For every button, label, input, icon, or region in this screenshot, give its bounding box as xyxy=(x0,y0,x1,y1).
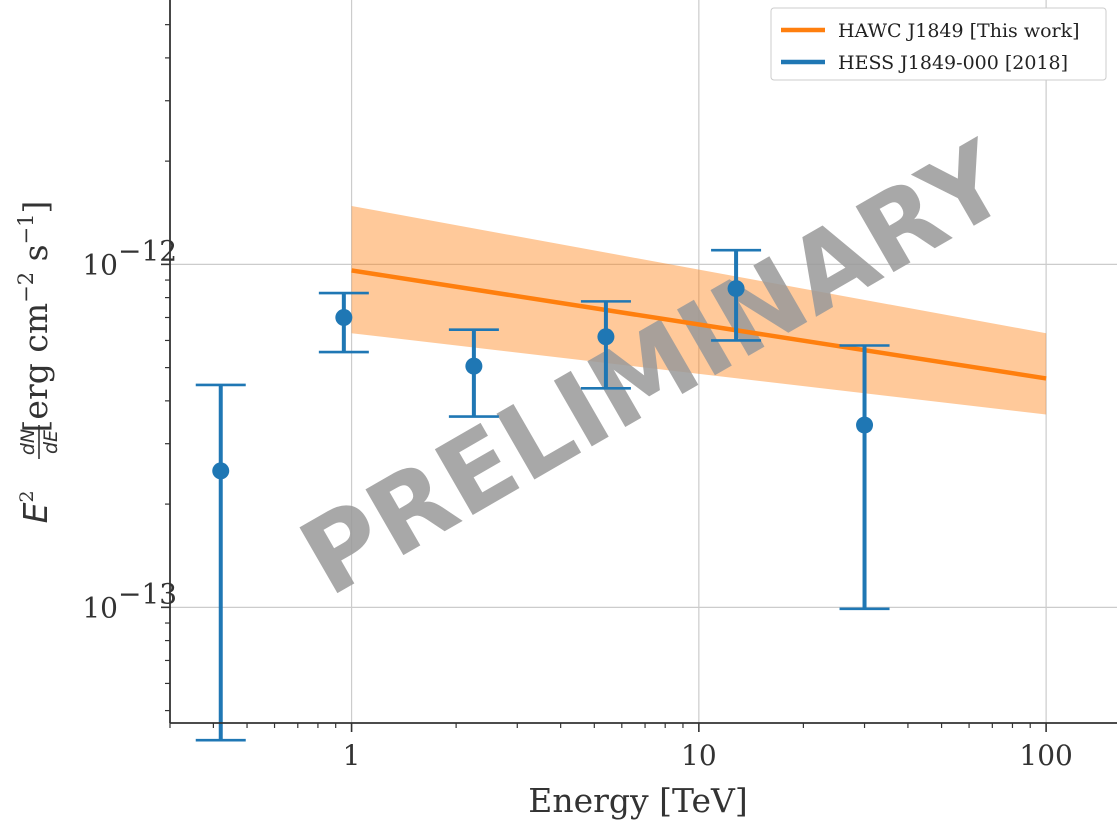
ylabel-m2: −2 xyxy=(14,272,38,303)
ylabel-dn: dN xyxy=(17,429,39,455)
legend: HAWC J1849 [This work] HESS J1849-000 [2… xyxy=(770,7,1107,81)
x-tick-label: 100 xyxy=(1019,739,1072,772)
x-tick-label: 10 xyxy=(681,739,717,772)
ylabel-s: s xyxy=(16,244,55,271)
ylabel-sq: 2 xyxy=(16,490,38,502)
legend-box xyxy=(770,7,1107,81)
hawc-confidence-band xyxy=(351,205,1047,415)
hawc-fit-segment xyxy=(351,268,1047,381)
ylabel-erg: [erg cm xyxy=(16,303,55,433)
hess-data-point xyxy=(465,357,483,375)
hawc-band-area xyxy=(351,205,1047,415)
hess-data-point xyxy=(597,328,615,346)
hess-data-point xyxy=(856,416,874,434)
hess-data-points xyxy=(195,248,890,742)
hess-data-point xyxy=(335,309,353,327)
x-tick-label: 1 xyxy=(343,739,361,772)
x-axis-title: Energy [TeV] xyxy=(528,781,747,820)
y-tick-label: 10 xyxy=(82,248,118,281)
legend-label-hess: HESS J1849-000 [2018] xyxy=(838,52,1068,74)
hess-data-point xyxy=(727,280,745,298)
axes xyxy=(169,0,1117,724)
y-axis-title-text: E2 [erg cm−2 s−1] xyxy=(14,201,55,524)
y-tick-label: 10 xyxy=(82,591,118,624)
legend-label-hawc: HAWC J1849 [This work] xyxy=(838,20,1080,42)
hess-data-point xyxy=(212,462,230,480)
hawc-fit-line xyxy=(351,268,1047,381)
ylabel-close: ] xyxy=(16,201,55,214)
ylabel-de: dE xyxy=(40,430,62,454)
grid-lines xyxy=(170,0,1117,723)
ylabel-m1: −1 xyxy=(14,213,38,244)
y-tick-exponent: −13 xyxy=(118,577,177,610)
ylabel-fraction: dN dE xyxy=(17,425,62,459)
y-axis-title: E2 [erg cm−2 s−1] dN dE xyxy=(14,201,62,524)
y-tick-exponent: −12 xyxy=(118,234,177,267)
ylabel-e: E xyxy=(16,502,55,523)
